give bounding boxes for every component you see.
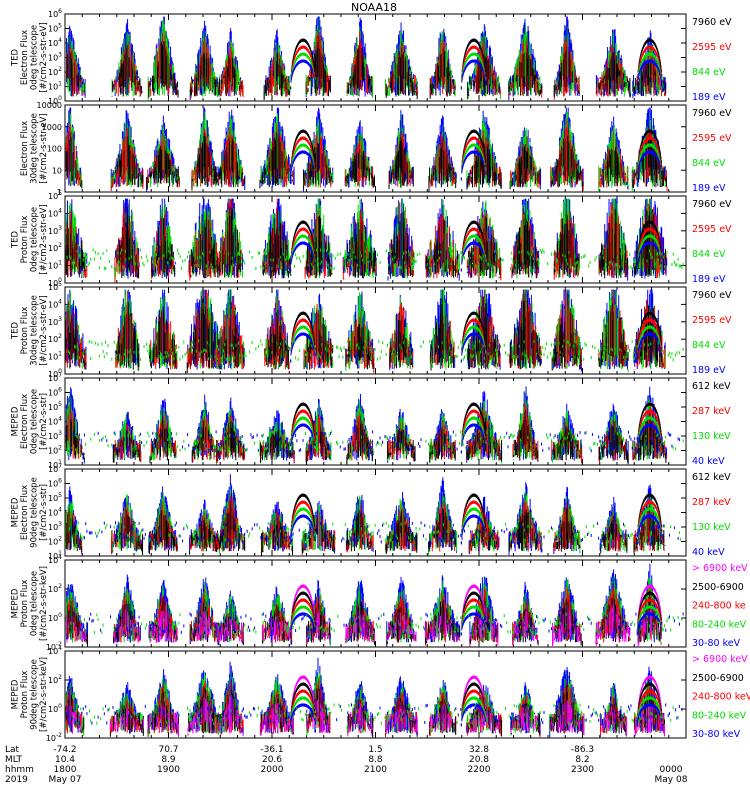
y-tick-label: 100: [48, 95, 62, 106]
y-axis-label-line: TED: [11, 48, 21, 67]
panel-2: 1 10 100 1000 10000 Electron Flux 30deg telesc…: [20, 101, 732, 197]
y-tick-exponent: 6: [58, 8, 62, 15]
y-tick-exponent: 0: [58, 95, 62, 102]
legend-entry: 844 eV: [692, 67, 726, 78]
y-tick-exponent: 2: [58, 66, 62, 73]
legend-entry: 189 eV: [692, 183, 726, 194]
y-tick-label: 101: [48, 81, 62, 92]
legend-entry: 7960 eV: [692, 108, 732, 119]
y-tick-label: 106: [48, 8, 62, 19]
y-axis-label-line: Electron Flux: [20, 30, 30, 85]
y-tick-label: 10: [52, 166, 62, 175]
y-tick-exponent: 5: [58, 23, 62, 30]
legend-entry: 2595 eV: [692, 133, 732, 144]
legend-entry: 844 eV: [692, 158, 726, 169]
y-tick-label: 1000: [42, 123, 62, 132]
y-axis-label: Electron Flux 30deg telescope [#/cm2-s-str…: [20, 113, 49, 184]
y-tick-exponent: 3: [58, 52, 62, 59]
y-axis-label-line: [#/cm2-s-str-eV]: [39, 113, 49, 183]
y-tick-exponent: 1: [58, 81, 62, 88]
y-tick-label: 100: [47, 145, 62, 154]
data-series: [66, 16, 667, 101]
chart-title: NOAA18: [351, 1, 397, 14]
y-tick-label: 104: [48, 37, 62, 48]
y-tick-exponent: 4: [58, 37, 62, 44]
legend-entry: 2595 eV: [692, 42, 732, 53]
legend-entry: 7960 eV: [692, 17, 732, 28]
legend-entry: 189 eV: [692, 92, 726, 103]
y-tick-label: 103: [48, 52, 62, 63]
y-axis-label-line: 30deg telescope: [30, 113, 40, 184]
y-axis-label-line: [#/cm2-s-str-eV]: [39, 22, 49, 92]
y-axis-label-line: 0deg telescope: [30, 25, 40, 90]
data-series: [65, 107, 668, 192]
y-tick-label: 1: [57, 188, 62, 197]
y-axis-label: TED Electron Flux 0deg telescope [#/cm2-s-s…: [11, 22, 50, 92]
y-axis-label-line: Electron Flux: [20, 121, 30, 176]
y-tick-label: 105: [48, 23, 62, 34]
y-tick-label: 102: [48, 66, 62, 77]
y-tick-label: 10000: [37, 101, 62, 110]
